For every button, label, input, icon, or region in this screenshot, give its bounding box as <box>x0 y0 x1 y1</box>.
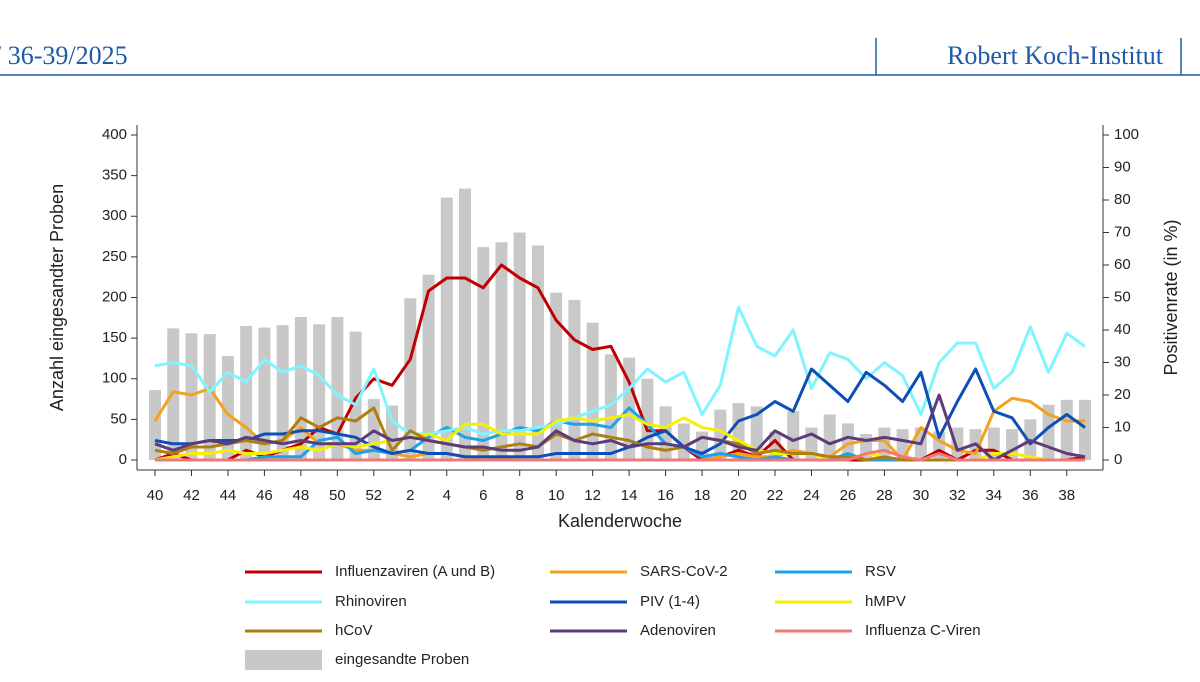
y2-tick-label: 10 <box>1114 418 1131 435</box>
y2-tick-label: 70 <box>1114 223 1131 240</box>
x-tick-label: 20 <box>730 487 747 504</box>
chart: 0501001502002503003504000102030405060708… <box>47 125 1181 670</box>
x-tick-label: 18 <box>694 487 711 504</box>
x-tick-label: 22 <box>767 487 784 504</box>
legend-label: eingesandte Proben <box>335 651 469 668</box>
bar <box>714 409 727 460</box>
y2-tick-label: 90 <box>1114 158 1131 175</box>
bar <box>477 247 490 460</box>
header-left: / 36-39/2025 <box>0 41 128 70</box>
legend-label: hCoV <box>335 622 373 639</box>
bar <box>568 299 581 460</box>
x-tick-label: 32 <box>949 487 966 504</box>
bar <box>586 322 599 460</box>
y-tick-label: 400 <box>102 126 127 143</box>
header-right: Robert Koch-Institut <box>947 41 1164 70</box>
line <box>154 406 1085 462</box>
x-tick-label: 50 <box>329 487 346 504</box>
bar <box>440 197 453 460</box>
x-tick-label: 10 <box>548 487 565 504</box>
legend-label: Influenza C-Viren <box>865 622 981 639</box>
y2-tick-label: 100 <box>1114 126 1139 143</box>
legend-swatch <box>245 650 322 670</box>
line <box>154 305 1086 436</box>
x-tick-label: 6 <box>479 487 487 504</box>
y-tick-label: 50 <box>110 410 127 427</box>
x-tick-label: 36 <box>1022 487 1039 504</box>
y2-tick-label: 20 <box>1114 386 1131 403</box>
bar <box>203 334 216 460</box>
y2-tick-label: 80 <box>1114 191 1131 208</box>
legend-label: RSV <box>865 563 896 580</box>
x-tick-label: 30 <box>913 487 930 504</box>
bar <box>495 242 508 460</box>
x-tick-label: 24 <box>803 487 820 504</box>
y-tick-label: 0 <box>119 451 127 468</box>
bar <box>404 298 417 460</box>
x-tick-label: 40 <box>147 487 164 504</box>
x-tick-label: 2 <box>406 487 414 504</box>
x-tick-label: 52 <box>365 487 382 504</box>
x-tick-label: 14 <box>621 487 638 504</box>
legend-label: Rhinoviren <box>335 593 407 610</box>
x-tick-label: 8 <box>516 487 524 504</box>
bar <box>550 292 563 460</box>
x-tick-label: 12 <box>584 487 601 504</box>
bar <box>422 274 435 460</box>
x-tick-label: 28 <box>876 487 893 504</box>
bar <box>604 354 617 460</box>
bar <box>185 333 198 460</box>
x-tick-label: 26 <box>840 487 857 504</box>
bar <box>951 427 964 460</box>
y2-axis-label: Positivenrate (in %) <box>1161 219 1181 375</box>
legend-label: PIV (1-4) <box>640 593 700 610</box>
bar <box>349 331 362 460</box>
bar <box>276 325 289 460</box>
bar <box>823 414 836 460</box>
bar <box>294 317 307 460</box>
legend-label: SARS-CoV-2 <box>640 563 728 580</box>
x-tick-label: 34 <box>985 487 1002 504</box>
bar <box>513 232 526 460</box>
y2-tick-label: 60 <box>1114 256 1131 273</box>
bar <box>331 317 344 460</box>
y-axis-label: Anzahl eingesandter Proben <box>47 184 67 411</box>
bar <box>459 188 471 460</box>
bar <box>531 245 544 460</box>
y-tick-label: 200 <box>102 288 127 305</box>
y-tick-label: 250 <box>102 248 127 265</box>
bar <box>221 356 234 460</box>
x-tick-label: 42 <box>183 487 200 504</box>
y2-tick-label: 30 <box>1114 353 1131 370</box>
y-tick-label: 150 <box>102 329 127 346</box>
x-tick-label: 48 <box>293 487 310 504</box>
x-tick-label: 38 <box>1058 487 1075 504</box>
x-tick-label: 4 <box>443 487 451 504</box>
line <box>154 367 1086 459</box>
y-tick-label: 100 <box>102 370 127 387</box>
y2-tick-label: 50 <box>1114 288 1131 305</box>
legend-label: Influenzaviren (A und B) <box>335 563 495 580</box>
y2-tick-label: 0 <box>1114 451 1122 468</box>
y-tick-label: 350 <box>102 167 127 184</box>
legend-label: Adenoviren <box>640 622 716 639</box>
x-tick-label: 46 <box>256 487 273 504</box>
legend-label: hMPV <box>865 593 906 610</box>
line <box>154 393 1086 462</box>
bar <box>659 406 672 460</box>
x-axis-label: Kalenderwoche <box>558 511 682 531</box>
line <box>155 448 1085 462</box>
bar <box>1079 399 1091 460</box>
y2-tick-label: 40 <box>1114 321 1131 338</box>
x-tick-label: 44 <box>220 487 237 504</box>
bar <box>787 411 800 460</box>
y-tick-label: 300 <box>102 207 127 224</box>
x-tick-label: 16 <box>657 487 674 504</box>
bar <box>841 423 854 460</box>
